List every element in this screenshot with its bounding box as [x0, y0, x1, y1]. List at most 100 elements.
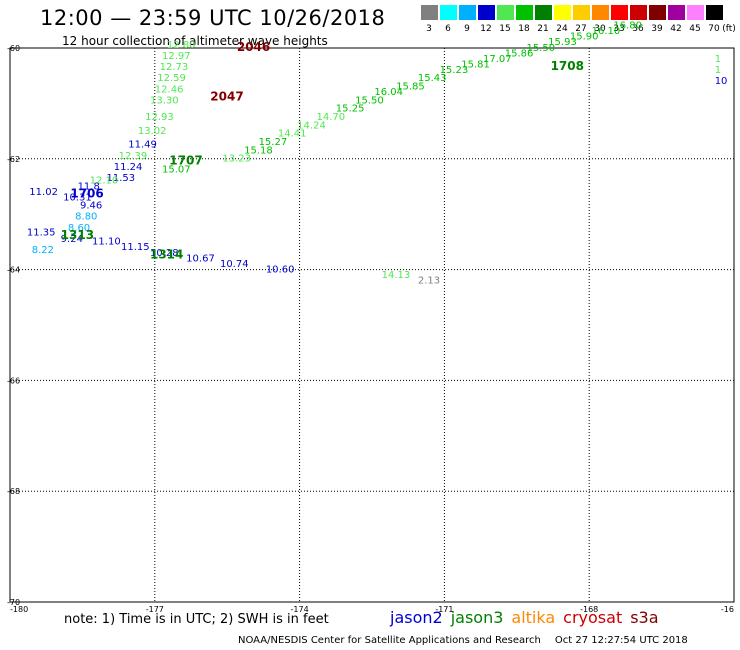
wave-height-reading: 11.35	[27, 227, 56, 238]
legend-label-9: 9	[464, 24, 470, 34]
lon-tick-label: -174	[291, 605, 309, 614]
lat-tick-label: -60	[7, 44, 20, 53]
legend-swatch-33	[611, 5, 628, 20]
wave-height-reading: 13.30	[150, 95, 179, 106]
wave-height-reading: 15.86	[505, 48, 534, 59]
map-frame	[9, 47, 735, 603]
legend-label-21: 21	[537, 24, 549, 34]
legend-label-15: 15	[499, 24, 511, 34]
wave-height-reading: 16.04	[374, 87, 403, 98]
lon-tick-label: -180	[10, 605, 28, 614]
lat-tick-label: -70	[7, 598, 20, 607]
wave-height-reading: 14.70	[316, 112, 345, 123]
legend-swatch-18	[516, 5, 533, 20]
wave-height-reading: 16.80	[613, 21, 642, 32]
legend-swatch-70	[706, 5, 723, 20]
wave-height-reading: 12.80	[167, 40, 196, 51]
wave-height-reading: 11.49	[128, 140, 157, 151]
wave-height-reading: 10	[715, 76, 728, 87]
credit-text: NOAA/NESDIS Center for Satellite Applica…	[238, 635, 541, 646]
legend-swatch-45	[687, 5, 704, 20]
legend-label-45: 45	[689, 24, 701, 34]
legend-label-33: 33	[613, 24, 625, 34]
wave-height-reading: 10.28	[150, 248, 179, 259]
wave-height-reading: 11.10	[92, 237, 121, 248]
pass-time-label: 1707	[169, 153, 202, 167]
wave-height-reading: 12.93	[145, 112, 174, 123]
lat-tick-label: -64	[7, 266, 20, 275]
pass-time-label: 2046	[237, 40, 270, 54]
legend-swatch-42	[668, 5, 685, 20]
lon-tick-label: -171	[435, 605, 453, 614]
legend-label-39: 39	[651, 24, 663, 34]
page-title: 12:00 — 23:59 UTC 10/26/2018	[40, 6, 386, 30]
satellite-jason3: jason3	[450, 608, 504, 627]
legend-swatch-3	[421, 5, 438, 20]
wave-height-reading: 15.90	[570, 32, 599, 43]
wave-height-reading: 9.46	[80, 201, 102, 212]
legend-label-24: 24	[556, 24, 568, 34]
wave-height-reading: 15.07	[162, 165, 191, 176]
lon-tick-label: -168	[580, 605, 598, 614]
legend-label-36: 36	[632, 24, 644, 34]
pass-time-label: 1313	[61, 228, 94, 242]
wave-height-reading: 9.24	[61, 234, 83, 245]
wave-height-reading: 11.15	[121, 242, 150, 253]
legend-label-3: 3	[426, 24, 432, 34]
legend-label-12: 12	[480, 24, 492, 34]
wave-height-reading: 14.24	[297, 120, 326, 131]
lon-tick-label: -177	[146, 605, 164, 614]
lat-tick-label: -62	[7, 155, 20, 164]
wave-height-reading: 15.50	[355, 95, 384, 106]
satellite-cryosat: cryosat	[563, 608, 623, 627]
legend-swatch-30	[592, 5, 609, 20]
generated-timestamp: Oct 27 12:27:54 UTC 2018	[554, 635, 688, 646]
pass-time-label: 1706	[70, 187, 103, 201]
legend-swatch-15	[497, 5, 514, 20]
pass-time-label: 1708	[551, 59, 584, 73]
wave-height-reading: 12.46	[155, 84, 184, 95]
wave-height-reading: 15.93	[548, 37, 577, 48]
wave-height-reading: 1	[715, 54, 721, 65]
legend-swatch-39	[649, 5, 666, 20]
legend-label-30: 30	[594, 24, 606, 34]
wave-height-reading: 15.85	[396, 82, 425, 93]
satellite-s3a: s3a	[630, 608, 659, 627]
pass-time-label: 2047	[210, 90, 243, 104]
legend-label-27: 27	[575, 24, 587, 34]
wave-height-reading: 10.74	[220, 259, 249, 270]
pass-time-label: 1314	[150, 248, 183, 262]
wave-height-reading: 16.10	[592, 26, 621, 37]
wave-height-reading: 17.07	[483, 54, 512, 65]
wave-height-reading: 12.59	[157, 73, 186, 84]
legend-swatch-36	[630, 5, 647, 20]
satellite-jason2: jason2	[390, 608, 443, 627]
wave-height-reading: 8.22	[32, 245, 54, 256]
wave-height-reading: 12.97	[162, 51, 191, 62]
wave-height-reading: 15.43	[418, 73, 447, 84]
legend-swatch-24	[554, 5, 571, 20]
wave-height-reading: 12.73	[160, 62, 189, 73]
wave-height-reading: 8.60	[68, 223, 90, 234]
wave-height-reading: 15.18	[244, 145, 273, 156]
wave-height-reading: 11.02	[29, 187, 58, 198]
legend-unit: (ft)	[722, 24, 736, 34]
legend-label-70: 70	[708, 24, 720, 34]
wave-height-reading: 11.8	[78, 181, 100, 192]
wave-height-reading: 11.53	[107, 173, 136, 184]
note-text: note: 1) Time is in UTC; 2) SWH is in fe…	[64, 612, 329, 627]
wave-height-reading: 13.23	[222, 154, 251, 165]
lat-tick-label: -66	[7, 376, 20, 385]
legend-label-6: 6	[445, 24, 451, 34]
lat-tick-label: -68	[7, 487, 20, 496]
wave-height-reading: 10.60	[266, 264, 295, 275]
wave-height-reading: 1	[715, 65, 721, 76]
wave-height-reading: 10.31	[63, 192, 92, 203]
wave-height-reading: 15.27	[259, 137, 288, 148]
legend-swatch-6	[440, 5, 457, 20]
wave-height-reading: 8.80	[75, 212, 97, 223]
satellite-legend: jason2 jason3 altika cryosat s3a	[390, 608, 667, 627]
wave-height-reading: 12.39	[119, 151, 148, 162]
legend-swatch-9	[459, 5, 476, 20]
wave-height-reading: 14.41	[278, 129, 307, 140]
